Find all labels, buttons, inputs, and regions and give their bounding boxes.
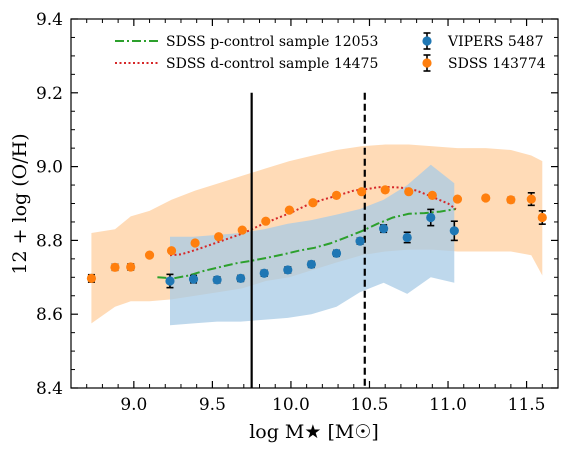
vipers-marker: [212, 275, 222, 285]
vipers-point: [306, 259, 316, 269]
sdss-marker: [86, 273, 97, 284]
sdss-point: [110, 262, 120, 272]
sdss-marker: [308, 198, 318, 208]
vipers-point: [355, 236, 365, 246]
legend: SDSS p-control sample 12053 SDSS d-contro…: [115, 32, 546, 72]
vipers-point: [379, 223, 389, 234]
sdss-point: [452, 194, 463, 204]
sdss-marker: [380, 185, 390, 195]
x-tick-label: 9.5: [199, 395, 226, 415]
vipers-point: [259, 268, 269, 278]
vipers-marker: [188, 274, 199, 284]
sdss-point: [166, 246, 177, 256]
y-tick-label: 9.2: [36, 84, 63, 104]
sdss-marker: [537, 212, 547, 223]
vipers-marker: [283, 265, 293, 275]
vipers-point: [449, 220, 459, 242]
sdss-point: [214, 232, 224, 242]
vipers-point: [402, 231, 412, 244]
band-layer: [91, 144, 543, 326]
vipers-scatter-band: [170, 164, 455, 326]
sdss-marker: [427, 190, 437, 200]
legend-sdss-label: SDSS 143774: [448, 56, 546, 72]
sdss-point: [404, 187, 414, 197]
vertical-line-layer: [250, 92, 366, 388]
sdss-marker: [214, 232, 224, 242]
sdss-marker: [261, 216, 271, 226]
sdss-point: [380, 185, 390, 195]
sdss-point: [357, 187, 367, 197]
y-tick-label: 8.6: [36, 305, 63, 325]
sdss-point: [481, 193, 491, 203]
vipers-marker: [236, 273, 246, 284]
sdss-marker: [331, 190, 342, 200]
vipers-marker: [165, 276, 175, 286]
y-axis-label: 12 + log (O/H): [9, 133, 31, 274]
legend-vipers-swatch: [422, 32, 432, 50]
sdss-point: [526, 191, 536, 207]
sdss-point: [190, 238, 200, 248]
x-tick-label: 11.0: [429, 395, 467, 415]
vipers-point: [188, 274, 199, 284]
tick-layer: 9.0 9.5 10.0 10.5 11.0 11.5 8.4 8.6 8.8 9.0 9.2 9.4: [36, 10, 559, 415]
point-layer: [86, 185, 547, 289]
x-tick-label: 9.0: [120, 395, 147, 415]
y-tick-label: 8.4: [36, 379, 63, 399]
sdss-marker: [190, 238, 200, 248]
sdss-marker: [144, 250, 155, 260]
sdss-point: [331, 190, 342, 200]
p-control-line: [157, 208, 457, 280]
sdss-marker: [237, 225, 247, 235]
sdss-marker: [166, 246, 177, 256]
legend-vipers-label: VIPERS 5487: [447, 34, 544, 50]
sdss-marker: [404, 187, 414, 197]
vipers-point: [165, 273, 175, 289]
vipers-marker: [331, 248, 342, 258]
sdss-marker: [357, 187, 367, 197]
y-tick-label: 9.0: [36, 158, 63, 178]
vipers-marker: [426, 212, 436, 223]
sdss-point: [86, 273, 97, 284]
sdss-marker: [126, 262, 136, 272]
sdss-point: [237, 225, 247, 235]
vipers-point: [331, 248, 342, 258]
legend-p-control-label: SDSS p-control sample 12053: [166, 34, 378, 50]
x-tick-label: 10.5: [351, 395, 389, 415]
x-tick-label: 11.5: [508, 395, 546, 415]
vipers-point: [283, 265, 293, 275]
vipers-point: [236, 273, 246, 284]
vipers-marker: [379, 223, 389, 234]
sdss-point: [506, 195, 516, 205]
vipers-marker: [355, 236, 365, 246]
sdss-point: [537, 210, 547, 225]
sdss-point: [126, 262, 136, 272]
vipers-point: [212, 275, 222, 285]
y-tick-label: 8.8: [36, 231, 63, 251]
y-tick-label: 9.4: [36, 10, 63, 30]
vipers-marker: [259, 268, 269, 278]
legend-vipers-swatch-marker: [422, 36, 432, 46]
sdss-point: [427, 190, 437, 200]
sdss-marker: [526, 194, 536, 204]
sdss-marker: [506, 195, 516, 205]
sdss-marker: [110, 262, 120, 272]
x-axis-label: log M★ [M☉]: [249, 421, 379, 443]
legend-d-control-label: SDSS d-control sample 14475: [166, 56, 378, 72]
legend-sdss-swatch-marker: [422, 58, 432, 68]
vipers-marker: [306, 259, 316, 269]
sdss-point: [144, 250, 155, 260]
sdss-marker: [284, 205, 294, 215]
vipers-marker: [402, 232, 412, 243]
sdss-marker: [481, 193, 491, 203]
vipers-marker: [449, 226, 459, 236]
legend-sdss-swatch: [422, 54, 432, 72]
sdss-marker: [452, 194, 463, 204]
sdss-point: [284, 205, 294, 215]
sdss-point: [308, 198, 318, 208]
x-tick-label: 10.0: [272, 395, 310, 415]
vipers-point: [426, 208, 436, 227]
sdss-point: [261, 216, 271, 226]
